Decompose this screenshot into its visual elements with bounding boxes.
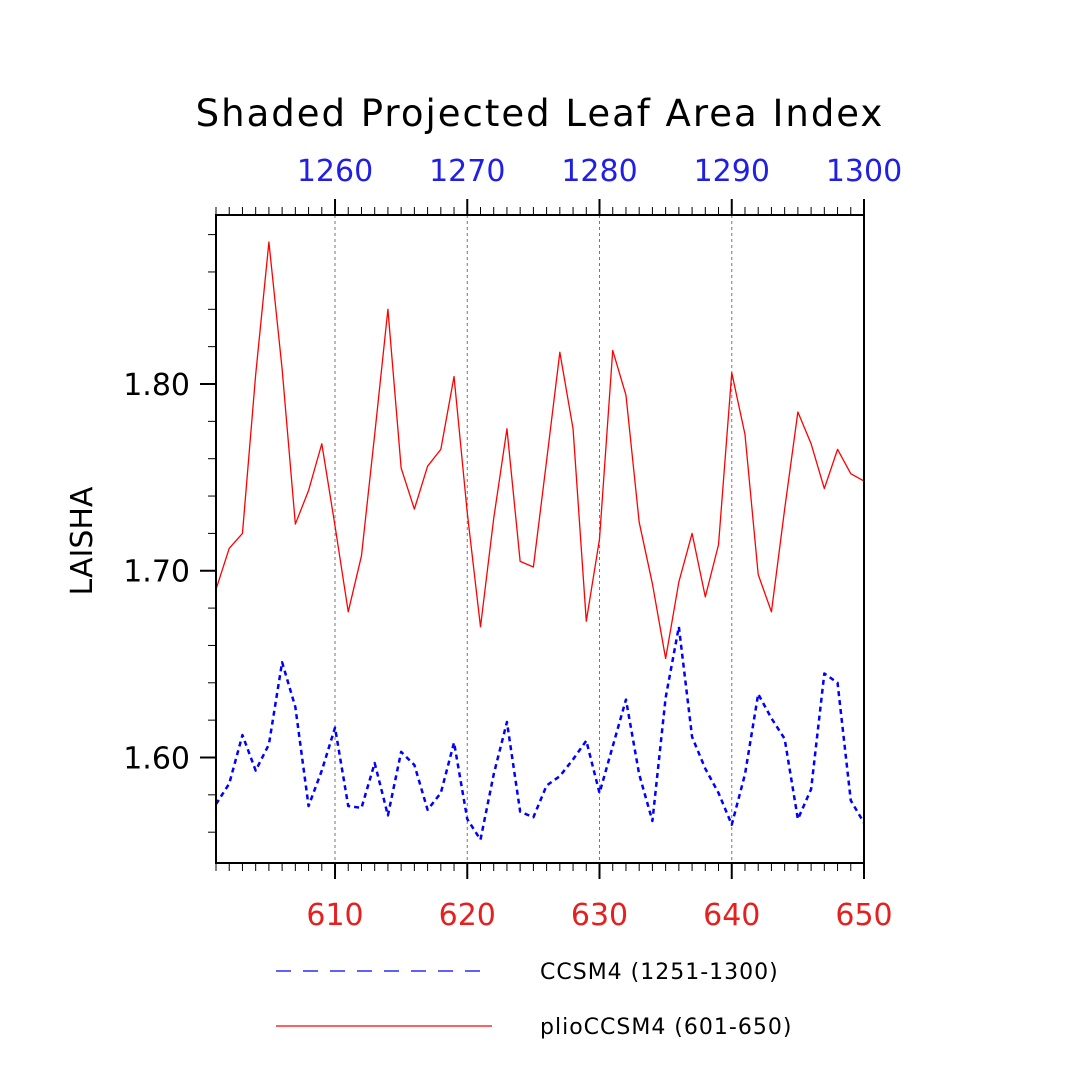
x-tick-label-bottom: 630 [571,898,628,933]
y-axis-label: LAISHA [65,486,100,595]
x-tick-label-top: 1290 [694,154,770,189]
series-line-0 [214,625,866,841]
y-tick-label: 1.60 [123,741,190,776]
x-tick-label-top: 1280 [561,154,637,189]
series-layer [214,241,866,841]
chart-title: Shaded Projected Leaf Area Index [196,92,885,135]
legend-label-1: plioCCSM4 (601-650) [540,1015,792,1040]
legend: CCSM4 (1251-1300) plioCCSM4 (601-650) [276,960,792,1040]
x-tick-label-top: 1300 [826,154,902,189]
axis-ticks: 1.60 1.70 1.80 610 620 630 640 650 1260 1270 1280 1… [123,154,902,933]
x-tick-label-bottom: 650 [835,898,892,933]
grid-lines [334,215,733,863]
x-tick-label-bottom: 640 [703,898,760,933]
x-tick-label-top: 1270 [429,154,505,189]
plot-frame [215,214,865,864]
y-tick-label: 1.80 [123,368,190,403]
series-line-1 [215,241,865,660]
y-tick-label: 1.70 [123,555,190,590]
x-tick-label-bottom: 610 [306,898,363,933]
legend-label-0: CCSM4 (1251-1300) [540,960,779,985]
x-tick-label-bottom: 620 [439,898,496,933]
x-tick-label-top: 1260 [297,154,373,189]
